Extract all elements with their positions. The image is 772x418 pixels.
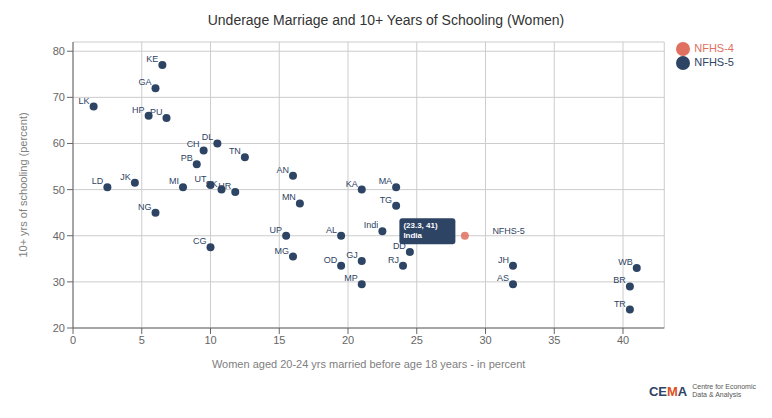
svg-text:OD: OD	[324, 255, 338, 265]
html-text:NFHS-4: NFHS-4	[694, 42, 734, 54]
svg-text:NFHS-5: NFHS-5	[492, 226, 525, 236]
svg-text:GA: GA	[138, 77, 151, 87]
svg-text:TR: TR	[614, 299, 626, 309]
svg-text:AN: AN	[276, 165, 289, 175]
svg-text:UT: UT	[194, 174, 207, 184]
svg-text:JK: JK	[120, 172, 131, 182]
svg-text:AL: AL	[326, 225, 337, 235]
svg-text:MP: MP	[344, 273, 358, 283]
svg-text:15: 15	[273, 334, 285, 346]
svg-text:TG: TG	[380, 195, 393, 205]
svg-text:Indi: Indi	[364, 220, 379, 230]
svg-text:HP: HP	[132, 105, 145, 115]
svg-text:30: 30	[479, 334, 491, 346]
svg-text:SK: SK	[205, 179, 217, 189]
svg-text:HR: HR	[218, 181, 231, 191]
svg-text:60: 60	[53, 137, 65, 149]
svg-text:10+ yrs of schooling (percent): 10+ yrs of schooling (percent)	[17, 112, 29, 257]
svg-text:Women aged 20-24 yrs married b: Women aged 20-24 yrs married before age …	[212, 358, 525, 370]
svg-text:PB: PB	[181, 153, 193, 163]
svg-text:KA: KA	[346, 179, 358, 189]
svg-text:LK: LK	[79, 96, 90, 106]
svg-text:DD: DD	[392, 240, 406, 251]
svg-text:GJ: GJ	[346, 250, 358, 260]
svg-text:NG: NG	[138, 202, 152, 212]
svg-text:MG: MG	[275, 246, 290, 256]
svg-text:20: 20	[342, 334, 354, 346]
svg-text:MA: MA	[379, 176, 393, 186]
svg-text:MN: MN	[282, 192, 296, 202]
svg-text:40: 40	[617, 334, 629, 346]
svg-text:25: 25	[411, 334, 423, 346]
svg-text:20: 20	[53, 322, 65, 334]
svg-text:KE: KE	[146, 54, 158, 64]
html-text:CE M A: CE M A	[648, 383, 688, 399]
svg-text:DL: DL	[202, 132, 214, 142]
svg-text:WB: WB	[618, 257, 633, 267]
svg-text:UP: UP	[270, 225, 283, 235]
svg-text:5: 5	[139, 334, 145, 346]
svg-text:30: 30	[53, 276, 65, 288]
svg-text:10: 10	[204, 334, 216, 346]
html-text:Underage Marriage and 10+ Year: Underage Marriage and 10+ Years of Schoo…	[207, 12, 565, 28]
html-text:Centre for Economic Data & Ana: Centre for Economic Data & Analysis	[692, 383, 756, 398]
svg-text:CG: CG	[193, 236, 207, 246]
svg-text:BR: BR	[613, 275, 626, 285]
svg-text:PU: PU	[150, 107, 163, 117]
svg-text:40: 40	[53, 230, 65, 242]
svg-text:70: 70	[53, 91, 65, 103]
svg-text:AS: AS	[497, 273, 509, 283]
svg-text:TN: TN	[229, 146, 241, 156]
svg-text:CH: CH	[187, 139, 200, 149]
html-text:NFHS-5: NFHS-5	[694, 56, 734, 69]
svg-text:80: 80	[53, 45, 65, 57]
svg-text:RJ: RJ	[388, 255, 399, 265]
svg-text:50: 50	[53, 184, 65, 196]
svg-text:(23.3, 41)India: (23.3, 41)India	[403, 221, 438, 240]
svg-text:MI: MI	[169, 176, 179, 186]
svg-text:0: 0	[70, 334, 76, 346]
svg-text:35: 35	[548, 334, 560, 346]
svg-text:JH: JH	[498, 255, 509, 265]
svg-text:LD: LD	[92, 176, 104, 186]
